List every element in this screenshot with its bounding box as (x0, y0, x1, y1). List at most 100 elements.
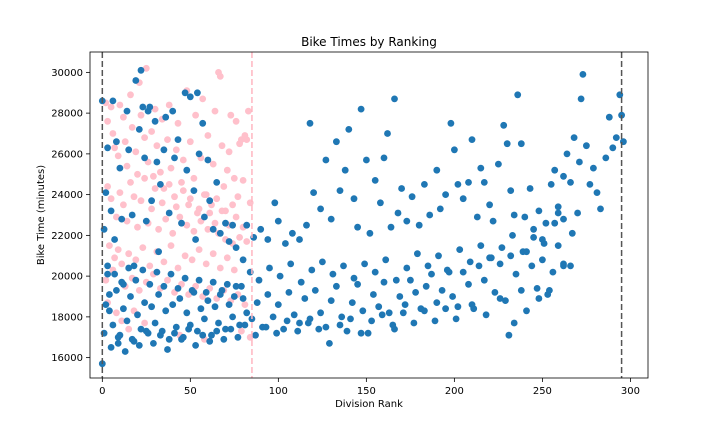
data-point (554, 209, 562, 217)
data-point (185, 201, 193, 209)
data-point (234, 333, 242, 341)
data-point (306, 119, 314, 127)
data-point (535, 207, 543, 215)
data-point (333, 282, 340, 290)
data-point (326, 340, 333, 347)
x-tick-label: 200 (445, 386, 464, 397)
data-point (222, 219, 229, 227)
y-tick-label: 24000 (51, 190, 83, 201)
data-point (194, 89, 201, 97)
data-point (181, 274, 189, 282)
data-point (301, 295, 309, 302)
data-point (139, 244, 147, 252)
data-point (174, 119, 182, 127)
data-point (162, 307, 170, 315)
data-point (153, 142, 161, 150)
data-point (517, 287, 525, 294)
data-point (347, 315, 354, 323)
data-point (612, 134, 620, 142)
data-point (157, 168, 164, 176)
data-point (283, 317, 291, 325)
data-point (234, 193, 242, 201)
data-point (216, 229, 224, 237)
data-point (106, 242, 113, 250)
data-point (408, 193, 416, 201)
data-point (153, 158, 161, 166)
data-point (204, 156, 212, 164)
data-point (102, 276, 110, 284)
data-point (424, 262, 432, 270)
data-point (378, 311, 386, 319)
data-point (223, 254, 231, 262)
data-point (296, 236, 303, 243)
data-point (507, 252, 515, 260)
data-point (294, 327, 302, 335)
data-point (206, 197, 214, 205)
data-point (496, 295, 504, 302)
data-point (130, 193, 138, 201)
data-point (431, 317, 439, 325)
data-point (162, 215, 170, 223)
data-point (433, 166, 441, 174)
data-point (183, 309, 191, 317)
data-point (507, 187, 515, 195)
data-point (114, 333, 122, 341)
data-point (456, 246, 464, 254)
data-point (554, 203, 562, 211)
data-point (377, 199, 384, 207)
x-tick-label: 300 (621, 386, 640, 397)
data-point (399, 309, 407, 317)
data-point (495, 160, 502, 168)
data-point (172, 203, 180, 211)
data-point (104, 183, 111, 190)
data-point (447, 119, 455, 127)
data-point (523, 307, 530, 315)
data-point (111, 236, 118, 243)
data-point (137, 197, 145, 205)
data-point (445, 268, 453, 276)
data-point (364, 329, 372, 337)
data-point (148, 303, 156, 311)
data-point (213, 179, 221, 186)
data-point (192, 111, 200, 119)
data-point (243, 136, 251, 144)
data-point (106, 291, 113, 298)
data-point (158, 199, 166, 207)
data-point (141, 299, 149, 306)
data-point (486, 201, 493, 209)
data-point (426, 211, 434, 219)
data-point (341, 166, 349, 174)
data-point (496, 260, 504, 268)
data-point (560, 172, 567, 180)
data-point (380, 278, 388, 286)
data-point (421, 307, 428, 315)
data-point (546, 287, 553, 294)
data-point (165, 209, 173, 217)
data-point (343, 327, 351, 335)
data-point (500, 121, 508, 129)
data-point (201, 191, 208, 199)
data-point (151, 117, 159, 125)
data-point (568, 229, 576, 237)
data-point (201, 213, 208, 221)
data-point (104, 117, 111, 125)
data-point (141, 174, 149, 182)
data-point (195, 246, 203, 254)
data-point (185, 325, 193, 333)
data-point (222, 325, 229, 333)
data-point (593, 189, 601, 197)
data-point (236, 321, 244, 329)
data-point (375, 303, 383, 311)
data-point (336, 187, 344, 195)
y-tick-label: 30000 (51, 68, 83, 79)
data-point (186, 195, 194, 203)
data-point (505, 331, 513, 339)
data-point (194, 327, 201, 335)
data-point (241, 321, 249, 329)
data-point (380, 154, 388, 162)
data-point (322, 323, 330, 331)
data-point (213, 327, 221, 335)
data-point (274, 301, 282, 308)
data-point (132, 77, 140, 84)
